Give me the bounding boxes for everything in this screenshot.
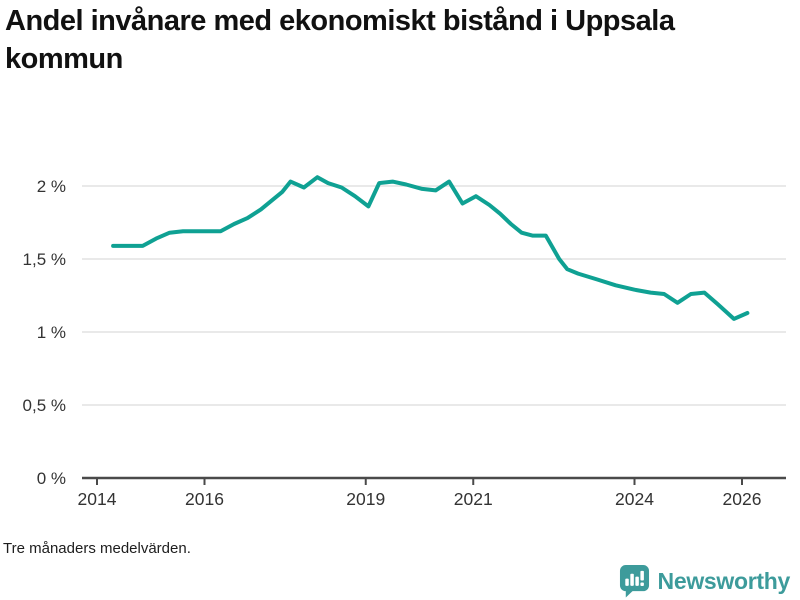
newsworthy-logo[interactable]: Newsworthy bbox=[619, 563, 790, 599]
newsworthy-wordmark: Newsworthy bbox=[657, 567, 791, 594]
x-axis-tick-label: 2024 bbox=[615, 489, 654, 509]
y-axis-tick-label: 2 % bbox=[37, 177, 66, 196]
newsworthy-icon bbox=[619, 565, 649, 598]
chart-title: Andel invånare med ekonomiskt bistånd i … bbox=[5, 5, 675, 75]
bar-chart-glyph bbox=[624, 570, 644, 586]
x-axis-tick-label: 2016 bbox=[185, 489, 224, 509]
data-series-line bbox=[111, 175, 750, 321]
footnote: Tre månaders medelvärden. bbox=[3, 540, 191, 557]
y-axis-tick-label: 0,5 % bbox=[23, 396, 66, 415]
x-axis-tick-label: 2019 bbox=[346, 489, 385, 509]
y-axis-tick-label: 0 % bbox=[37, 469, 66, 488]
x-axis-tick-label: 2026 bbox=[723, 489, 762, 509]
y-axis-tick-label: 1,5 % bbox=[23, 250, 66, 269]
x-axis-tick-label: 2014 bbox=[78, 489, 117, 509]
x-axis-tick-label: 2021 bbox=[454, 489, 493, 509]
line-chart: 0 % 0,5 % 1 % 1,5 % 2 % 2014 2016 2019 2021 2024 2… bbox=[23, 175, 786, 509]
y-axis-tick-label: 1 % bbox=[37, 323, 66, 342]
